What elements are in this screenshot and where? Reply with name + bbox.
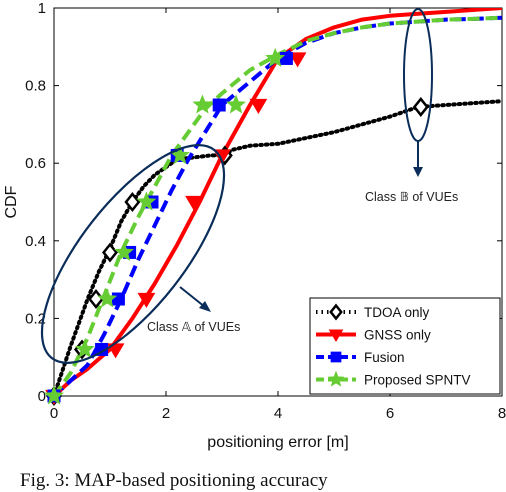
legend-label-1: GNSS only — [364, 328, 431, 343]
data-point — [265, 47, 286, 68]
y-tick-label: 1 — [38, 0, 46, 17]
data-point — [412, 96, 429, 117]
annotation-class-b: Class 𝔹 of VUEs — [365, 8, 458, 204]
y-tick-label: 0.2 — [25, 310, 46, 327]
annotation-class-b-ellipse — [403, 8, 433, 142]
annotation-class-b-arrowhead — [413, 167, 423, 177]
y-tick-label: 0.6 — [25, 155, 46, 172]
annotation-class-a-arrow — [179, 286, 206, 308]
x-axis-label: positioning error [m] — [207, 434, 348, 451]
annotation-class-a-ellipse — [40, 144, 226, 364]
legend: TDOA only GNSS only Fusion Proposed SPNTV — [309, 297, 501, 395]
data-point — [43, 385, 65, 405]
figure-caption: Fig. 3: MAP-based positioning accuracy — [20, 470, 328, 491]
legend-label-0: TDOA only — [364, 305, 430, 320]
x-tick-label: 0 — [50, 405, 58, 422]
series-markers-3 — [43, 47, 286, 405]
chart: 0 2 4 6 8 0 0.2 0.4 0.6 0.8 1 positioning error [m]… — [3, 0, 506, 451]
annotation-class-a: Class 𝔸 of VUEs — [40, 144, 240, 364]
y-tick-label: 0 — [38, 388, 46, 405]
legend-box — [309, 297, 501, 395]
annotation-class-b-label: Class 𝔹 of VUEs — [365, 190, 458, 204]
data-point — [329, 303, 343, 321]
y-tick-label: 0.4 — [25, 233, 46, 250]
data-point — [74, 338, 95, 359]
x-tick-label: 8 — [498, 405, 506, 422]
data-point — [327, 370, 345, 387]
data-point — [192, 94, 213, 114]
annotation-class-a-label: Class 𝔸 of VUEs — [147, 320, 240, 334]
data-point — [279, 51, 293, 65]
axes: 0 2 4 6 8 0 0.2 0.4 0.6 0.8 1 positioning error [m]… — [3, 0, 506, 451]
data-point — [97, 288, 118, 308]
legend-label-2: Fusion — [364, 350, 405, 365]
data-point — [111, 292, 125, 306]
data-point — [249, 98, 268, 114]
x-tick-label: 2 — [162, 405, 170, 422]
legend-label-3: Proposed SPNTV — [364, 373, 471, 388]
data-point — [137, 292, 156, 308]
data-point — [185, 195, 203, 211]
data-point — [225, 94, 247, 114]
data-point — [328, 329, 344, 342]
data-point — [101, 242, 119, 263]
data-point — [124, 191, 141, 213]
y-axis-label: CDF — [3, 185, 20, 218]
data-point — [288, 52, 307, 68]
series-line-1 — [54, 8, 502, 396]
x-tick-label: 4 — [274, 405, 282, 422]
y-tick-label: 0.8 — [25, 78, 46, 95]
data-point — [212, 98, 226, 112]
annotation-class-a-arrowhead — [199, 301, 211, 312]
series-line-3 — [54, 15, 502, 396]
data-point — [136, 191, 157, 211]
data-point — [114, 241, 134, 262]
x-tick-label: 6 — [386, 405, 394, 422]
data-point — [330, 351, 342, 363]
